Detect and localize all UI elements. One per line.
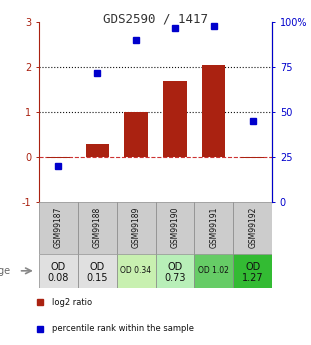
Text: GSM99188: GSM99188 <box>93 207 102 248</box>
Bar <box>124 112 148 157</box>
Text: GSM99187: GSM99187 <box>54 207 63 248</box>
Text: OD: OD <box>51 262 66 272</box>
Text: OD 0.34: OD 0.34 <box>120 266 152 275</box>
Text: OD: OD <box>245 262 260 272</box>
Bar <box>39 254 78 288</box>
Text: 0.73: 0.73 <box>164 274 186 283</box>
Text: GSM99192: GSM99192 <box>248 207 257 248</box>
Text: 0.08: 0.08 <box>48 274 69 283</box>
Text: OD: OD <box>90 262 105 272</box>
Bar <box>86 144 109 157</box>
Bar <box>202 65 225 157</box>
Text: 1.27: 1.27 <box>242 274 263 283</box>
Bar <box>156 202 194 254</box>
Text: 0.15: 0.15 <box>86 274 108 283</box>
Bar <box>117 202 156 254</box>
Text: log2 ratio: log2 ratio <box>52 298 92 307</box>
Text: GDS2590 / 1417: GDS2590 / 1417 <box>103 12 208 25</box>
Bar <box>194 254 233 288</box>
Text: GSM99190: GSM99190 <box>170 207 179 248</box>
Text: GSM99191: GSM99191 <box>209 207 218 248</box>
Bar <box>163 81 187 157</box>
Bar <box>117 254 156 288</box>
Text: OD: OD <box>167 262 183 272</box>
Bar <box>241 157 264 158</box>
Bar <box>78 202 117 254</box>
Bar <box>39 202 78 254</box>
Bar <box>156 254 194 288</box>
Text: percentile rank within the sample: percentile rank within the sample <box>52 324 194 334</box>
Text: OD 1.02: OD 1.02 <box>198 266 229 275</box>
Bar <box>233 254 272 288</box>
Bar <box>194 202 233 254</box>
Bar <box>78 254 117 288</box>
Text: age: age <box>0 266 11 276</box>
Bar <box>233 202 272 254</box>
Text: GSM99189: GSM99189 <box>132 207 141 248</box>
Bar <box>47 157 70 158</box>
